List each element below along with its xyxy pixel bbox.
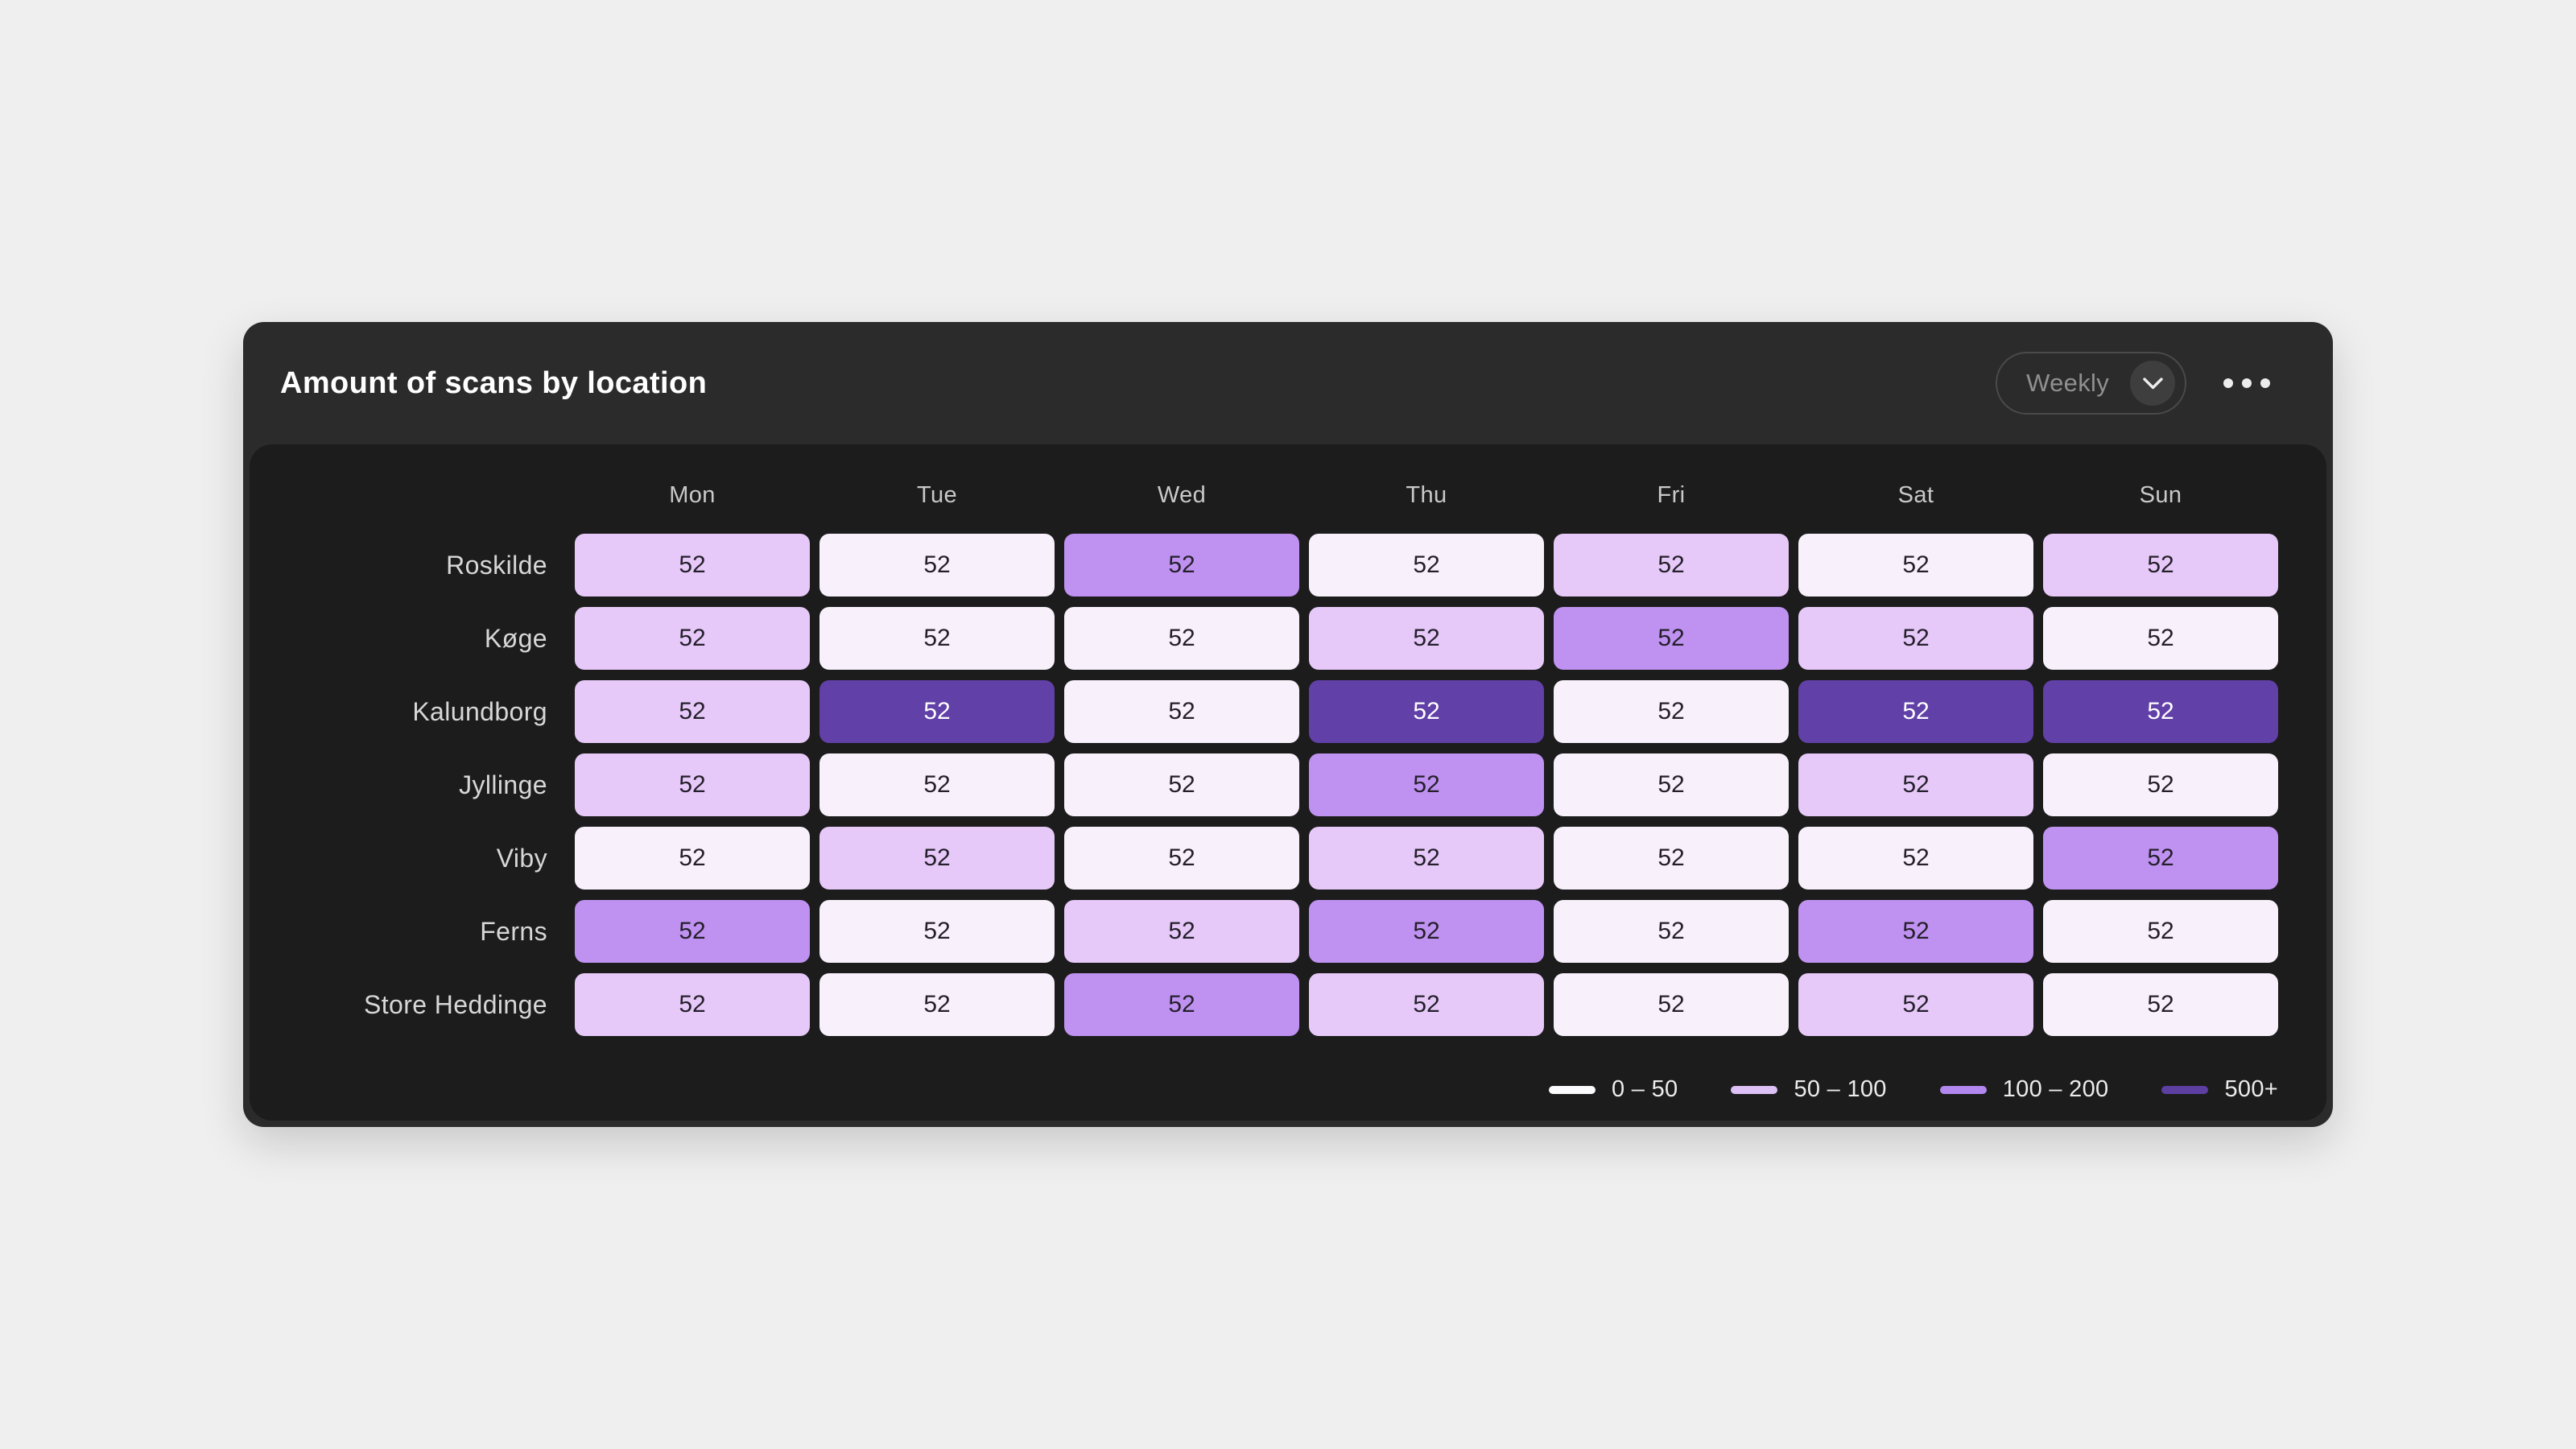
heatmap-panel: Mon Tue Wed Thu Fri Sat Sun Roskilde 52 52 52 52 52 5… xyxy=(250,444,2326,1121)
more-options-button[interactable] xyxy=(2219,367,2275,399)
chevron-down-icon xyxy=(2130,361,2175,406)
legend-swatch-icon xyxy=(1549,1085,1596,1094)
heatmap-cell[interactable]: 52 xyxy=(2043,607,2278,670)
heatmap-cell[interactable]: 52 xyxy=(1309,973,1544,1036)
heatmap-cell[interactable]: 52 xyxy=(819,534,1055,597)
heatmap-cell[interactable]: 52 xyxy=(575,680,810,743)
heatmap-cell[interactable]: 52 xyxy=(1309,827,1544,890)
legend-label: 500+ xyxy=(2224,1076,2278,1102)
heatmap-cell[interactable]: 52 xyxy=(819,607,1055,670)
legend-label: 0 – 50 xyxy=(1612,1076,1678,1102)
heatmap-cell[interactable]: 52 xyxy=(1554,973,1789,1036)
row-label-roskilde: Roskilde xyxy=(446,550,547,580)
heatmap-cell[interactable]: 52 xyxy=(1309,753,1544,816)
heatmap-cell[interactable]: 52 xyxy=(819,753,1055,816)
row-label-store-heddinge: Store Heddinge xyxy=(364,989,547,1019)
heatmap-cell[interactable]: 52 xyxy=(1554,900,1789,963)
row-label-viby: Viby xyxy=(496,843,547,873)
column-header-mon: Mon xyxy=(669,481,716,508)
column-header-sun: Sun xyxy=(2139,481,2182,508)
heatmap-cell[interactable]: 52 xyxy=(1554,753,1789,816)
heatmap-cell[interactable]: 52 xyxy=(2043,753,2278,816)
row-label-kalundborg: Kalundborg xyxy=(412,696,547,726)
legend-item: 500+ xyxy=(2161,1076,2278,1103)
heatmap-cell[interactable]: 52 xyxy=(575,753,810,816)
heatmap-cell[interactable]: 52 xyxy=(1798,753,2033,816)
column-header-fri: Fri xyxy=(1657,481,1686,508)
row-label-ferns: Ferns xyxy=(480,916,547,946)
legend-item: 100 – 200 xyxy=(1939,1076,2109,1103)
period-dropdown-label: Weekly xyxy=(2026,369,2109,397)
heatmap-cell[interactable]: 52 xyxy=(2043,827,2278,890)
heatmap-cell[interactable]: 52 xyxy=(1064,680,1299,743)
heatmap-cell[interactable]: 52 xyxy=(1798,680,2033,743)
heatmap-cell[interactable]: 52 xyxy=(1798,534,2033,597)
legend-label: 50 – 100 xyxy=(1794,1076,1887,1102)
heatmap-cell[interactable]: 52 xyxy=(1798,607,2033,670)
column-header-wed: Wed xyxy=(1157,481,1207,508)
heatmap-cell[interactable]: 52 xyxy=(1064,607,1299,670)
scans-by-location-card: Amount of scans by location Weekly Mon Tu… xyxy=(243,322,2333,1127)
heatmap-cell[interactable]: 52 xyxy=(1309,607,1544,670)
heatmap-cell[interactable]: 52 xyxy=(819,973,1055,1036)
header-actions: Weekly xyxy=(1996,352,2275,415)
legend-label: 100 – 200 xyxy=(2002,1076,2109,1102)
heatmap-cell[interactable]: 52 xyxy=(1798,827,2033,890)
grid-corner xyxy=(250,467,565,523)
heatmap-cell[interactable]: 52 xyxy=(575,900,810,963)
heatmap-cell[interactable]: 52 xyxy=(1064,827,1299,890)
heatmap-cell[interactable]: 52 xyxy=(1064,753,1299,816)
legend-swatch-icon xyxy=(1939,1085,1987,1094)
heatmap-cell[interactable]: 52 xyxy=(2043,680,2278,743)
card-header: Amount of scans by location Weekly xyxy=(243,322,2333,444)
column-header-thu: Thu xyxy=(1406,481,1447,508)
heatmap-cell[interactable]: 52 xyxy=(1309,900,1544,963)
heatmap-cell[interactable]: 52 xyxy=(1798,900,2033,963)
heatmap-grid: Mon Tue Wed Thu Fri Sat Sun Roskilde 52 52 52 52 52 5… xyxy=(250,467,2278,1036)
heatmap-cell[interactable]: 52 xyxy=(575,973,810,1036)
page-title: Amount of scans by location xyxy=(280,365,708,400)
heatmap-cell[interactable]: 52 xyxy=(2043,534,2278,597)
heatmap-cell[interactable]: 52 xyxy=(1554,607,1789,670)
legend: 0 – 50 50 – 100 100 – 200 500+ xyxy=(1549,1076,2278,1103)
heatmap-cell[interactable]: 52 xyxy=(1064,973,1299,1036)
heatmap-cell[interactable]: 52 xyxy=(819,827,1055,890)
row-label-køge: Køge xyxy=(484,623,547,653)
legend-swatch-icon xyxy=(2161,1085,2209,1094)
heatmap-cell[interactable]: 52 xyxy=(2043,973,2278,1036)
column-header-tue: Tue xyxy=(916,481,958,508)
legend-item: 50 – 100 xyxy=(1731,1076,1886,1103)
heatmap-cell[interactable]: 52 xyxy=(1554,827,1789,890)
heatmap-cell[interactable]: 52 xyxy=(1554,534,1789,597)
legend-item: 0 – 50 xyxy=(1549,1076,1678,1103)
heatmap-cell[interactable]: 52 xyxy=(1309,680,1544,743)
row-label-jyllinge: Jyllinge xyxy=(459,770,547,799)
heatmap-cell[interactable]: 52 xyxy=(819,900,1055,963)
heatmap-cell[interactable]: 52 xyxy=(1309,534,1544,597)
heatmap-cell[interactable]: 52 xyxy=(1064,900,1299,963)
period-dropdown[interactable]: Weekly xyxy=(1996,352,2186,415)
column-header-sat: Sat xyxy=(1897,481,1934,508)
heatmap-cell[interactable]: 52 xyxy=(575,827,810,890)
heatmap-cell[interactable]: 52 xyxy=(1064,534,1299,597)
heatmap-cell[interactable]: 52 xyxy=(575,534,810,597)
heatmap-cell[interactable]: 52 xyxy=(2043,900,2278,963)
heatmap-cell[interactable]: 52 xyxy=(819,680,1055,743)
heatmap-cell[interactable]: 52 xyxy=(1554,680,1789,743)
ellipsis-icon xyxy=(2223,378,2270,388)
heatmap-cell[interactable]: 52 xyxy=(575,607,810,670)
heatmap-cell[interactable]: 52 xyxy=(1798,973,2033,1036)
legend-swatch-icon xyxy=(1731,1085,1778,1094)
